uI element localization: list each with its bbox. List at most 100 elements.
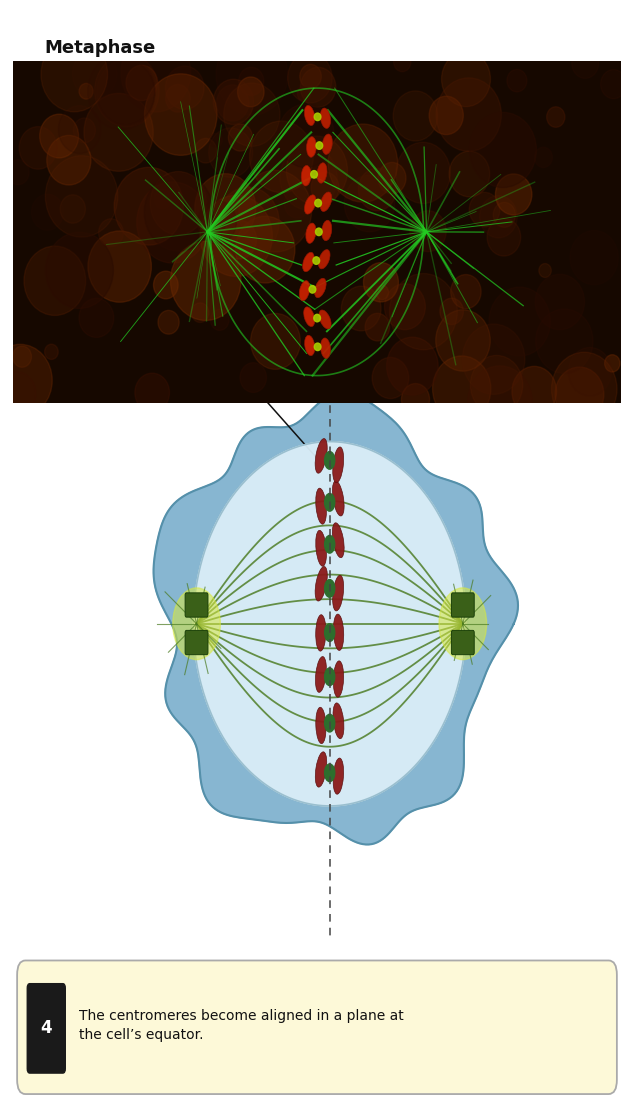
- Circle shape: [570, 231, 618, 285]
- Ellipse shape: [316, 488, 327, 524]
- Circle shape: [365, 314, 390, 341]
- Ellipse shape: [333, 703, 344, 739]
- Ellipse shape: [299, 280, 310, 300]
- Polygon shape: [193, 442, 466, 806]
- Circle shape: [344, 176, 395, 232]
- Ellipse shape: [307, 137, 316, 157]
- Circle shape: [158, 310, 179, 335]
- FancyBboxPatch shape: [451, 593, 474, 617]
- Circle shape: [429, 96, 463, 135]
- Text: Metaphase: Metaphase: [44, 39, 155, 56]
- Circle shape: [328, 124, 398, 202]
- Ellipse shape: [304, 307, 314, 327]
- Circle shape: [600, 70, 626, 98]
- Circle shape: [410, 211, 446, 252]
- Circle shape: [314, 343, 321, 351]
- Ellipse shape: [333, 661, 344, 698]
- Ellipse shape: [319, 310, 331, 329]
- Ellipse shape: [321, 221, 332, 241]
- Circle shape: [396, 142, 450, 203]
- Circle shape: [208, 232, 231, 256]
- Circle shape: [153, 272, 178, 299]
- Circle shape: [534, 147, 552, 168]
- Circle shape: [535, 274, 585, 330]
- Circle shape: [46, 232, 113, 308]
- Circle shape: [449, 151, 489, 197]
- Circle shape: [150, 171, 207, 235]
- Ellipse shape: [316, 657, 327, 692]
- Circle shape: [145, 74, 217, 156]
- Circle shape: [300, 64, 321, 88]
- Circle shape: [432, 355, 491, 422]
- Circle shape: [572, 49, 598, 78]
- Circle shape: [74, 118, 96, 142]
- Circle shape: [24, 246, 86, 316]
- Circle shape: [316, 141, 323, 149]
- Circle shape: [114, 168, 183, 245]
- Ellipse shape: [333, 758, 344, 794]
- Circle shape: [378, 162, 406, 194]
- Circle shape: [470, 355, 523, 414]
- Circle shape: [325, 668, 335, 686]
- Circle shape: [493, 202, 515, 227]
- Circle shape: [394, 52, 411, 72]
- Circle shape: [0, 344, 52, 416]
- Circle shape: [239, 67, 264, 96]
- Circle shape: [301, 67, 336, 107]
- Circle shape: [121, 33, 191, 112]
- Circle shape: [191, 302, 209, 322]
- Ellipse shape: [306, 223, 316, 243]
- Circle shape: [135, 373, 169, 412]
- Ellipse shape: [322, 134, 332, 155]
- Circle shape: [154, 189, 172, 209]
- Circle shape: [325, 714, 335, 732]
- Circle shape: [209, 128, 253, 178]
- Circle shape: [384, 284, 425, 330]
- Ellipse shape: [301, 166, 311, 185]
- Circle shape: [487, 219, 521, 256]
- Circle shape: [313, 257, 320, 264]
- Ellipse shape: [315, 566, 327, 601]
- Circle shape: [40, 114, 79, 158]
- Ellipse shape: [316, 708, 326, 744]
- Circle shape: [536, 309, 593, 373]
- Circle shape: [436, 310, 490, 371]
- Circle shape: [280, 146, 337, 210]
- Circle shape: [393, 91, 437, 141]
- Circle shape: [440, 298, 463, 325]
- Circle shape: [539, 264, 552, 277]
- Circle shape: [87, 54, 155, 129]
- Text: Equatorial
(metaphase)
plate: Equatorial (metaphase) plate: [63, 277, 143, 323]
- Circle shape: [250, 121, 313, 192]
- Circle shape: [210, 134, 222, 147]
- Circle shape: [489, 287, 550, 357]
- Circle shape: [198, 201, 236, 244]
- Circle shape: [165, 85, 190, 113]
- Circle shape: [288, 53, 332, 103]
- Circle shape: [79, 298, 113, 338]
- Circle shape: [441, 52, 491, 107]
- Circle shape: [210, 309, 229, 330]
- Ellipse shape: [317, 162, 327, 183]
- Ellipse shape: [332, 523, 344, 558]
- FancyBboxPatch shape: [17, 960, 617, 1094]
- Ellipse shape: [332, 481, 344, 516]
- Circle shape: [287, 136, 347, 205]
- Ellipse shape: [304, 105, 315, 126]
- Polygon shape: [153, 392, 518, 845]
- Circle shape: [314, 113, 321, 120]
- Circle shape: [79, 84, 93, 99]
- Circle shape: [401, 383, 430, 415]
- Circle shape: [314, 200, 321, 206]
- Circle shape: [213, 79, 254, 125]
- Circle shape: [32, 194, 63, 231]
- Circle shape: [19, 127, 57, 169]
- Circle shape: [363, 263, 398, 301]
- Circle shape: [224, 83, 280, 147]
- Circle shape: [325, 580, 335, 597]
- FancyBboxPatch shape: [185, 593, 208, 617]
- Circle shape: [325, 624, 335, 641]
- Circle shape: [228, 124, 252, 151]
- Circle shape: [311, 172, 339, 203]
- Circle shape: [222, 220, 257, 259]
